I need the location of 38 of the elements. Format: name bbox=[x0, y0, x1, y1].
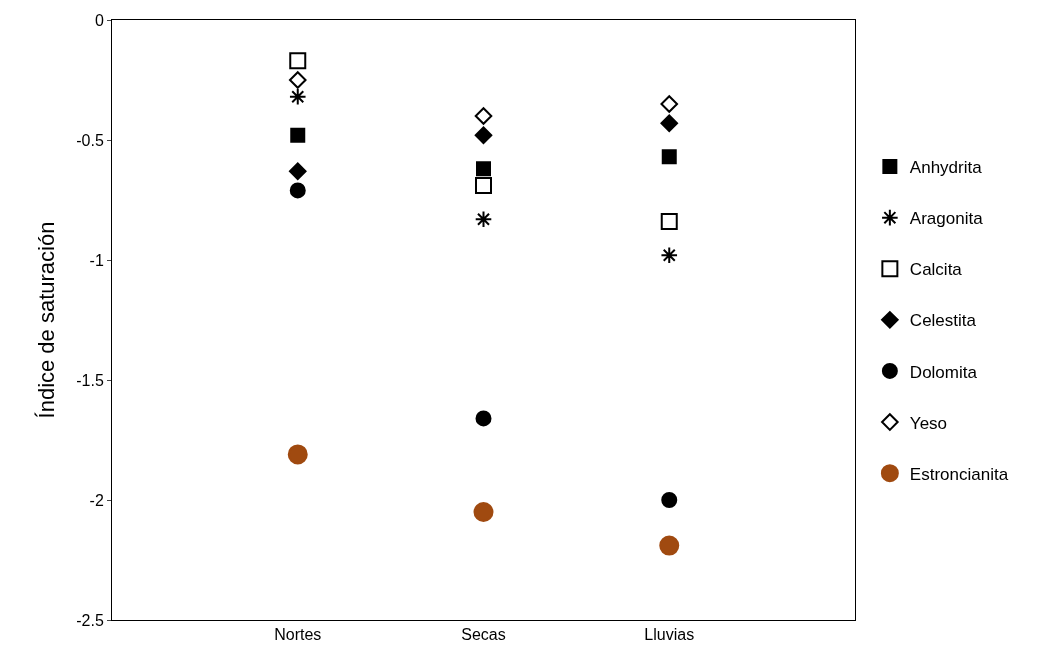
point bbox=[660, 95, 679, 113]
point bbox=[288, 162, 307, 180]
y-tick-label: -0.5 bbox=[76, 131, 104, 149]
x-tick-label: Lluvias bbox=[644, 626, 695, 644]
y-axis-title: Índice de saturación bbox=[34, 221, 60, 419]
legend-label: Dolomita bbox=[909, 362, 978, 382]
point bbox=[661, 492, 678, 508]
point bbox=[290, 127, 306, 143]
point bbox=[288, 88, 307, 106]
point bbox=[288, 71, 307, 89]
y-tick-label: -2.5 bbox=[76, 611, 104, 629]
legend-label: Celestita bbox=[909, 311, 977, 331]
x-tick-label: Secas bbox=[461, 626, 506, 644]
point bbox=[473, 502, 494, 522]
point bbox=[661, 149, 677, 165]
point bbox=[287, 444, 308, 465]
point bbox=[474, 210, 493, 228]
y-tick-label: -2 bbox=[89, 491, 104, 509]
y-tick-label: -1.5 bbox=[76, 371, 104, 389]
point bbox=[289, 52, 307, 70]
legend-label: Calcita bbox=[909, 260, 963, 280]
point bbox=[475, 177, 492, 195]
x-tick-label: Nortes bbox=[274, 626, 322, 644]
point bbox=[659, 535, 680, 556]
y-tick-label: -1 bbox=[89, 251, 104, 269]
legend-label: Estroncianita bbox=[909, 464, 1009, 484]
point bbox=[475, 410, 492, 427]
legend-label: Anhydrita bbox=[909, 158, 983, 178]
point bbox=[660, 246, 679, 264]
point bbox=[476, 161, 491, 177]
legend-label: Yeso bbox=[909, 413, 948, 433]
y-tick-label: 0 bbox=[94, 11, 104, 29]
legend-label: Aragonita bbox=[909, 209, 984, 229]
point bbox=[660, 114, 679, 132]
point bbox=[660, 213, 678, 231]
point bbox=[474, 107, 493, 125]
point bbox=[289, 182, 306, 199]
point bbox=[474, 126, 493, 144]
